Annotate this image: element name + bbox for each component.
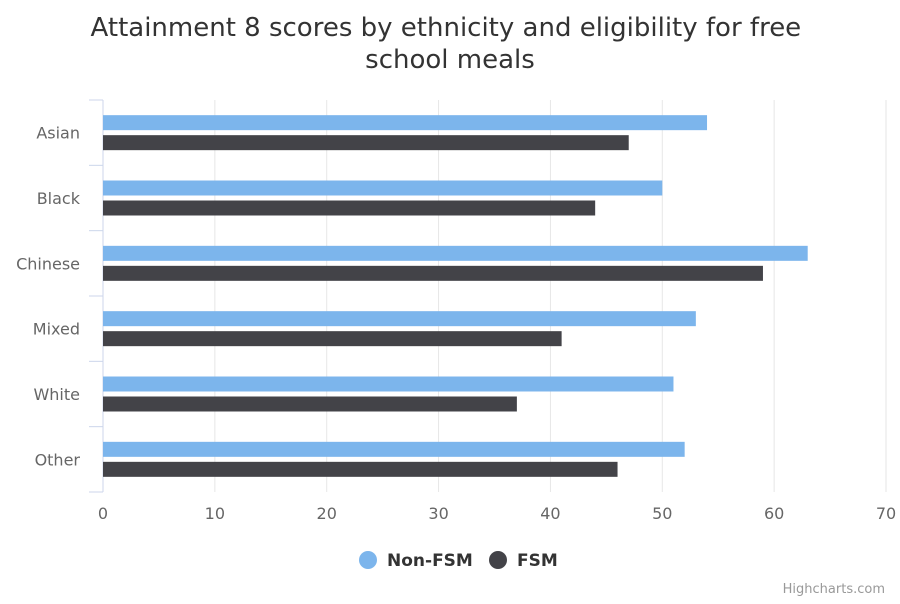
bar-non-fsm[interactable] [103,245,808,261]
x-tick-label: 10 [205,504,225,523]
grid-lines [214,100,887,492]
category-label: Chinese [16,254,80,273]
bar-fsm[interactable] [103,331,562,347]
bar-fsm[interactable] [103,135,629,151]
bar-fsm[interactable] [103,461,618,477]
category-label: White [33,385,80,404]
category-label: Mixed [33,320,80,339]
bar-fsm[interactable] [103,396,517,412]
bar-non-fsm[interactable] [103,376,674,392]
bar-fsm[interactable] [103,265,763,281]
legend-label: Non-FSM [387,551,473,571]
legend-marker [359,551,377,569]
legend[interactable]: Non-FSM FSM [359,551,558,571]
bar-fsm[interactable] [103,200,596,216]
category-label: Asian [36,124,80,143]
legend-item[interactable]: Non-FSM [359,551,473,571]
legend-label: FSM [517,551,558,571]
x-tick-label: 40 [540,504,560,523]
bars [103,115,808,477]
chart-title-line-1: Attainment 8 scores by ethnicity and eli… [91,13,802,43]
category-label: Other [35,450,81,469]
x-tick-label: 0 [98,504,108,523]
value-axis-labels: 0 10 20 30 40 50 60 70 [98,504,896,523]
bar-non-fsm[interactable] [103,441,685,457]
x-tick-label: 70 [876,504,896,523]
x-tick-label: 30 [428,504,448,523]
category-axis: Asian Black Chinese Mixed White Other [16,99,104,493]
legend-item[interactable]: FSM [489,551,558,571]
x-tick-label: 20 [317,504,337,523]
bar-non-fsm[interactable] [103,180,663,196]
category-label: Black [37,189,81,208]
x-tick-label: 60 [764,504,784,523]
credits-link[interactable]: Highcharts.com [783,582,885,597]
bar-non-fsm[interactable] [103,115,708,131]
bar-non-fsm[interactable] [103,311,696,327]
chart-title-line-2: school meals [365,45,535,75]
legend-marker [489,551,507,569]
chart-title: Attainment 8 scores by ethnicity and eli… [91,13,810,75]
x-tick-label: 50 [652,504,672,523]
